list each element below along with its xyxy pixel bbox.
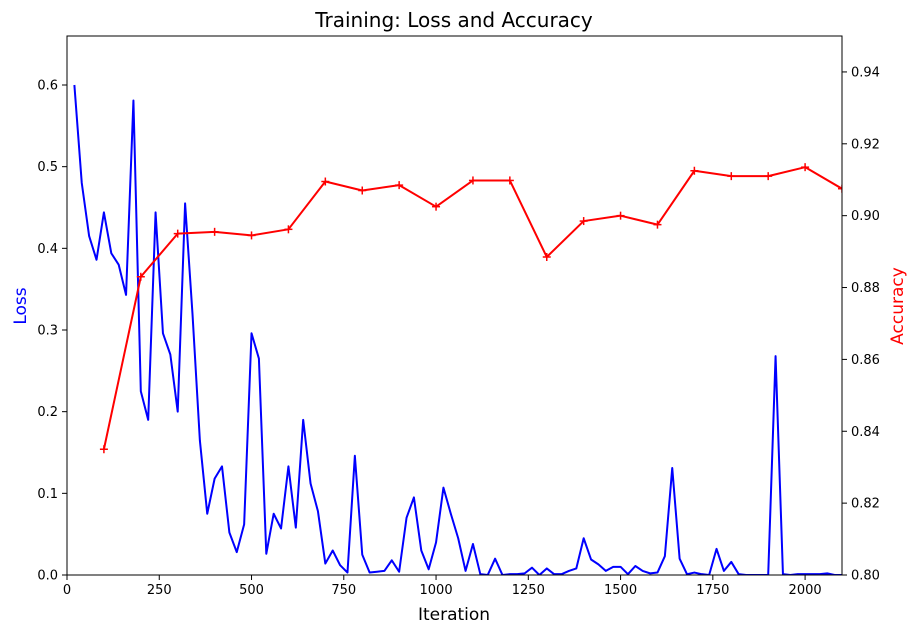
y-right-tick-label: 0.82 bbox=[851, 497, 880, 512]
accuracy-point-marker bbox=[136, 272, 145, 281]
accuracy-point-marker bbox=[210, 227, 219, 236]
x-tick-label: 1250 bbox=[512, 583, 545, 598]
accuracy-point-marker bbox=[99, 445, 108, 454]
accuracy-point-marker bbox=[542, 252, 551, 261]
accuracy-point-marker bbox=[395, 181, 404, 190]
accuracy-point-marker bbox=[838, 184, 842, 193]
accuracy-point-marker bbox=[173, 229, 182, 238]
accuracy-point-marker bbox=[616, 211, 625, 220]
plot-frame bbox=[66, 35, 843, 576]
chart-title: Training: Loss and Accuracy bbox=[314, 8, 593, 32]
y-left-tick-label: 0.1 bbox=[37, 487, 58, 502]
y-right-tick-label: 0.90 bbox=[851, 209, 880, 224]
y-left-tick-label: 0.0 bbox=[37, 569, 58, 584]
accuracy-point-marker bbox=[247, 231, 256, 240]
x-tick-label: 500 bbox=[239, 583, 264, 598]
accuracy-point-marker bbox=[505, 176, 514, 185]
accuracy-series-line bbox=[102, 166, 842, 450]
accuracy-point-marker bbox=[468, 176, 477, 185]
accuracy-point-marker bbox=[432, 202, 441, 211]
x-axis-label: Iteration bbox=[418, 605, 490, 625]
y-left-tick-label: 0.3 bbox=[37, 324, 58, 339]
x-tick-label: 250 bbox=[147, 583, 172, 598]
accuracy-point-marker bbox=[690, 166, 699, 175]
y-right-tick-label: 0.88 bbox=[851, 281, 880, 296]
y-right-tick-label: 0.94 bbox=[851, 65, 880, 80]
x-tick-label: 1000 bbox=[420, 583, 453, 598]
y-right-tick-label: 0.92 bbox=[851, 137, 880, 152]
accuracy-point-marker bbox=[321, 177, 330, 186]
x-tick-label: 0 bbox=[63, 583, 71, 598]
accuracy-point-marker bbox=[727, 172, 736, 181]
y-left-tick-label: 0.2 bbox=[37, 405, 58, 420]
x-tick-label: 1500 bbox=[604, 583, 637, 598]
x-tick-label: 1750 bbox=[696, 583, 729, 598]
y-left-tick-label: 0.6 bbox=[37, 79, 58, 94]
y-right-tick-label: 0.84 bbox=[851, 425, 880, 440]
accuracy-point-marker bbox=[579, 217, 588, 226]
accuracy-point-marker bbox=[801, 163, 810, 172]
accuracy-point-marker bbox=[358, 186, 367, 195]
accuracy-point-marker bbox=[284, 225, 293, 234]
y-axis-right-label: Accuracy bbox=[888, 267, 908, 345]
y-axis-left-label: Loss bbox=[11, 287, 31, 324]
loss-series-line bbox=[73, 84, 842, 575]
y-left-tick-label: 0.5 bbox=[37, 160, 58, 175]
accuracy-point-marker bbox=[653, 220, 662, 229]
y-right-tick-label: 0.86 bbox=[851, 353, 880, 368]
x-tick-label: 2000 bbox=[789, 583, 822, 598]
y-right-tick-label: 0.80 bbox=[851, 569, 880, 584]
y-left-tick-label: 0.4 bbox=[37, 242, 58, 257]
x-tick-label: 750 bbox=[331, 583, 356, 598]
accuracy-point-marker bbox=[764, 172, 773, 181]
